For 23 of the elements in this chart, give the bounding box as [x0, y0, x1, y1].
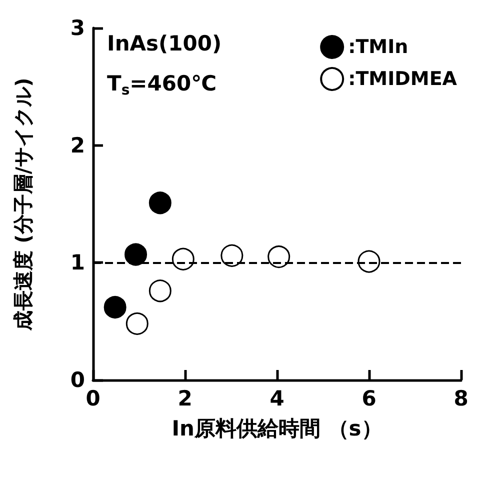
- x-tick-label: 6: [362, 386, 376, 410]
- x-tick-label: 2: [178, 386, 192, 410]
- point: [358, 250, 380, 273]
- legend-label: :TMIn: [348, 36, 408, 58]
- point: [148, 192, 172, 214]
- point: [172, 248, 194, 270]
- y-axis-title: 成長速度 (分子層/サイクル): [11, 78, 35, 332]
- point: [148, 280, 172, 302]
- point: [220, 244, 244, 267]
- x-tick-label: 4: [270, 386, 284, 410]
- point: [124, 243, 148, 266]
- y-tick-label: 2: [70, 133, 85, 158]
- x-tick-label: 8: [454, 386, 468, 410]
- point: [126, 312, 148, 335]
- x-axis-title: In原料供給時間 （s）: [172, 416, 382, 440]
- y-tick-label: 0: [70, 368, 85, 392]
- x-tick-label: 0: [86, 386, 100, 410]
- legend-label: :TMIDMEA: [348, 68, 458, 90]
- point: [268, 246, 290, 268]
- y-tick-label: 1: [70, 250, 85, 275]
- annotation: InAs(100): [107, 32, 222, 56]
- y-tick-label: 3: [70, 16, 85, 40]
- point: [104, 296, 126, 318]
